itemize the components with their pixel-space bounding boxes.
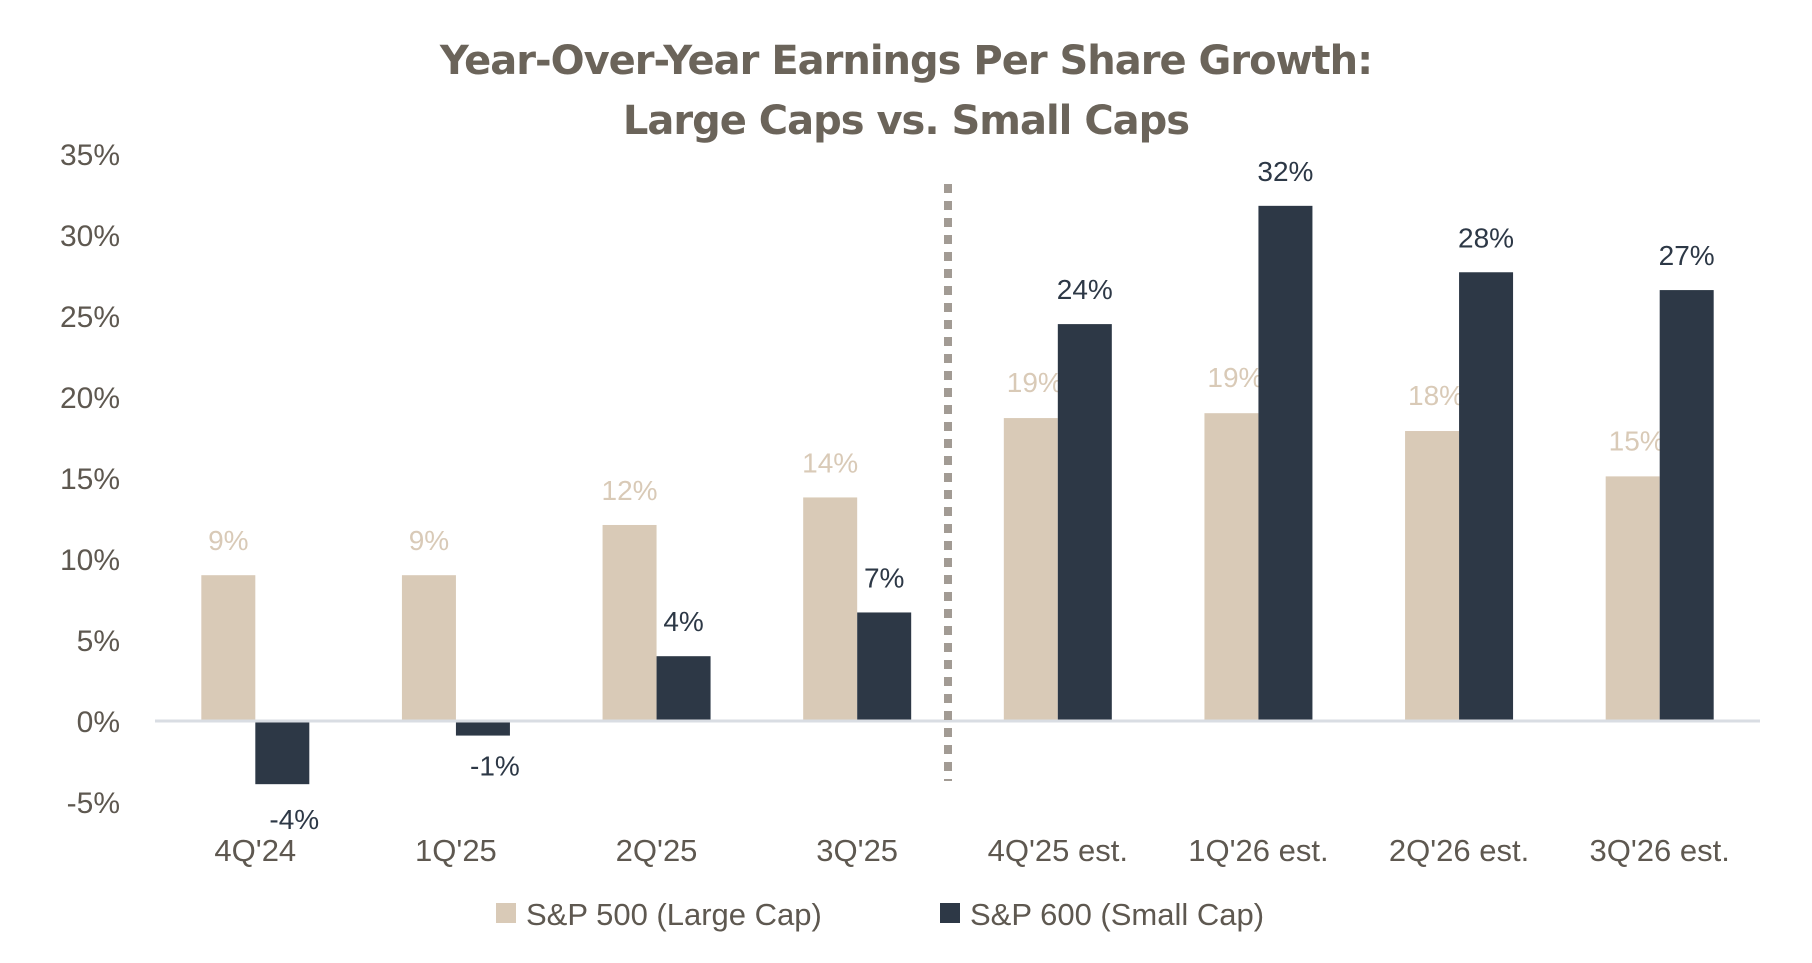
legend: S&P 500 (Large Cap) S&P 600 (Small Cap) <box>496 897 1264 932</box>
large-cap-data-label: 19% <box>1007 367 1063 398</box>
small-cap-bar <box>857 612 912 721</box>
large-cap-data-label: 14% <box>802 447 858 478</box>
y-tick-label: 0% <box>77 706 120 739</box>
legend-swatch-small-cap <box>940 903 960 923</box>
large-cap-data-label: 9% <box>208 525 248 556</box>
x-axis: 4Q'24 1Q'25 2Q'25 3Q'25 4Q'25 est. 1Q'26 est.… <box>214 833 1729 868</box>
small-cap-data-label: 32% <box>1257 156 1313 187</box>
y-tick-label: 10% <box>60 544 120 577</box>
small-cap-data-label: 7% <box>864 562 904 593</box>
y-tick-label: 15% <box>60 463 120 496</box>
legend-label-small-cap: S&P 600 (Small Cap) <box>970 897 1264 932</box>
y-tick-label: -5% <box>67 787 120 820</box>
chart-title-line-1: Year-Over-Year Earnings Per Share Growth… <box>439 38 1372 84</box>
small-cap-data-label: -1% <box>470 751 520 782</box>
large-cap-bar <box>1605 476 1660 721</box>
y-tick-label: 30% <box>60 220 120 253</box>
small-cap-bar <box>1057 324 1112 721</box>
large-cap-bar <box>201 575 256 721</box>
small-cap-bar <box>1459 272 1514 721</box>
large-cap-bar <box>401 575 456 721</box>
small-cap-data-label: 24% <box>1057 274 1113 305</box>
small-cap-bar <box>255 721 310 785</box>
chart-title-line-2: Large Caps vs. Small Caps <box>623 98 1189 144</box>
x-tick-label: 2Q'25 <box>616 833 698 868</box>
bars: 9% -4% 9% -1% 12% 4% 14% 7% 19% 24% 19% 32% 18% 28% 15… <box>201 156 1715 835</box>
large-cap-data-label: 12% <box>602 475 658 506</box>
x-tick-label: 3Q'25 <box>816 833 898 868</box>
y-tick-label: 25% <box>60 301 120 334</box>
x-tick-label: 4Q'25 est. <box>988 833 1128 868</box>
y-axis: 35% 30% 25% 20% 15% 10% 5% 0% -5% <box>60 139 120 820</box>
legend-label-large-cap: S&P 500 (Large Cap) <box>526 897 822 932</box>
small-cap-bar <box>1258 205 1313 722</box>
small-cap-data-label: 28% <box>1458 222 1514 253</box>
y-tick-label: 20% <box>60 382 120 415</box>
x-tick-label: 2Q'26 est. <box>1389 833 1529 868</box>
large-cap-bar <box>602 524 657 721</box>
y-tick-label: 5% <box>77 625 120 658</box>
y-tick-label: 35% <box>60 139 120 172</box>
large-cap-data-label: 18% <box>1408 380 1464 411</box>
small-cap-data-label: -4% <box>269 804 319 835</box>
x-tick-label: 1Q'26 est. <box>1188 833 1328 868</box>
small-cap-data-label: 4% <box>663 606 703 637</box>
large-cap-data-label: 15% <box>1609 425 1665 456</box>
large-cap-data-label: 19% <box>1207 362 1263 393</box>
small-cap-bar <box>1659 290 1714 721</box>
small-cap-data-label: 27% <box>1659 240 1715 271</box>
large-cap-bar <box>1405 431 1460 721</box>
small-cap-bar <box>455 721 510 736</box>
large-cap-bar <box>1003 418 1058 721</box>
legend-swatch-large-cap <box>496 903 516 923</box>
large-cap-bar <box>803 497 858 721</box>
x-tick-label: 4Q'24 <box>214 833 296 868</box>
x-tick-label: 1Q'25 <box>415 833 497 868</box>
large-cap-bar <box>1204 413 1259 721</box>
x-tick-label: 3Q'26 est. <box>1590 833 1730 868</box>
large-cap-data-label: 9% <box>409 525 449 556</box>
small-cap-bar <box>656 656 711 721</box>
